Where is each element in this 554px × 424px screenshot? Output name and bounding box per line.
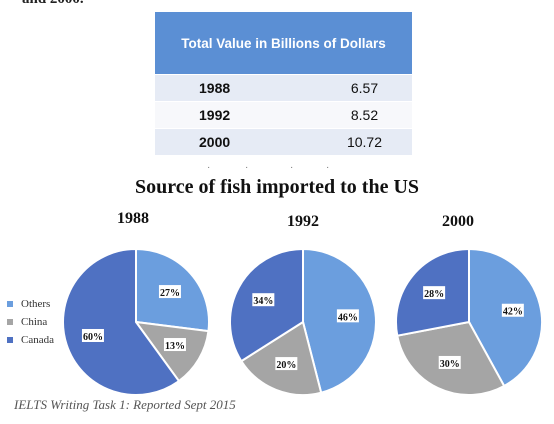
data-label: 34% [253,296,273,307]
pie-year-label-1992: 1992 [287,213,319,230]
legend-swatch-others [7,301,13,308]
chart-title: Source of fish imported to the US [134,176,420,198]
pie-slice-china [133,320,210,383]
legend-item-canada: Canada [7,331,54,349]
pie-1992: 46% 20% 34% [229,247,377,396]
pie-2000: 42% 30% 28% [395,247,543,396]
table-value-cell: 10.72 [317,128,412,155]
data-label-background [275,357,298,371]
decorative-dot: · [290,162,294,173]
data-label: 13% [165,341,185,352]
decorative-dot: · [207,162,211,173]
decorative-dot: · [245,162,249,173]
table-row: 2000 10.72 [155,128,412,155]
table-row: 1992 8.52 [155,101,412,129]
legend: Others China Canada [7,295,54,349]
data-label: 42% [503,307,523,318]
data-label-background [163,338,186,352]
pie-year-label-1988: 1988 [117,210,149,227]
data-label-background [81,328,104,342]
table-year-cell: 1992 [155,101,317,129]
data-label-background [336,309,359,323]
data-label: 30% [440,359,460,370]
legend-label: Others [21,298,51,310]
legend-swatch-canada [7,337,13,344]
data-label-background [158,285,181,299]
source-caption: IELTS Writing Task 1: Reported Sept 2015 [14,397,236,412]
legend-label: Canada [21,334,54,346]
table-header: Total Value in Billions of Dollars [155,12,412,75]
data-label: 28% [424,289,444,300]
table-year-cell: 1988 [155,74,317,102]
data-label-background [438,355,461,369]
table-value-cell: 8.52 [317,101,412,129]
pie-1988: 27% 13% 60% [62,247,210,396]
table-value-cell: 6.57 [317,74,412,102]
pie-slice-others [468,247,543,388]
data-label-background [501,303,524,317]
cut-off-heading-fragment: and 2000. [22,0,84,8]
table-row: 1988 6.57 [155,74,412,102]
pie-slice-canada [62,247,181,396]
data-label: 27% [160,288,180,299]
data-label-background [252,293,275,307]
legend-swatch-china [7,319,13,326]
pie-year-label-2000: 2000 [442,213,474,230]
data-label: 60% [83,332,103,343]
legend-label: China [21,316,48,328]
legend-item-china: China [7,313,54,331]
table-year-cell: 2000 [155,128,317,155]
table-header-row: Total Value in Billions of Dollars [155,12,412,75]
data-label: 46% [338,312,358,323]
data-label-background [423,286,446,300]
decorative-dot: · [326,162,330,173]
data-label: 20% [276,360,296,371]
value-table: Total Value in Billions of Dollars 1988 … [155,12,412,155]
legend-item-others: Others [7,295,54,313]
